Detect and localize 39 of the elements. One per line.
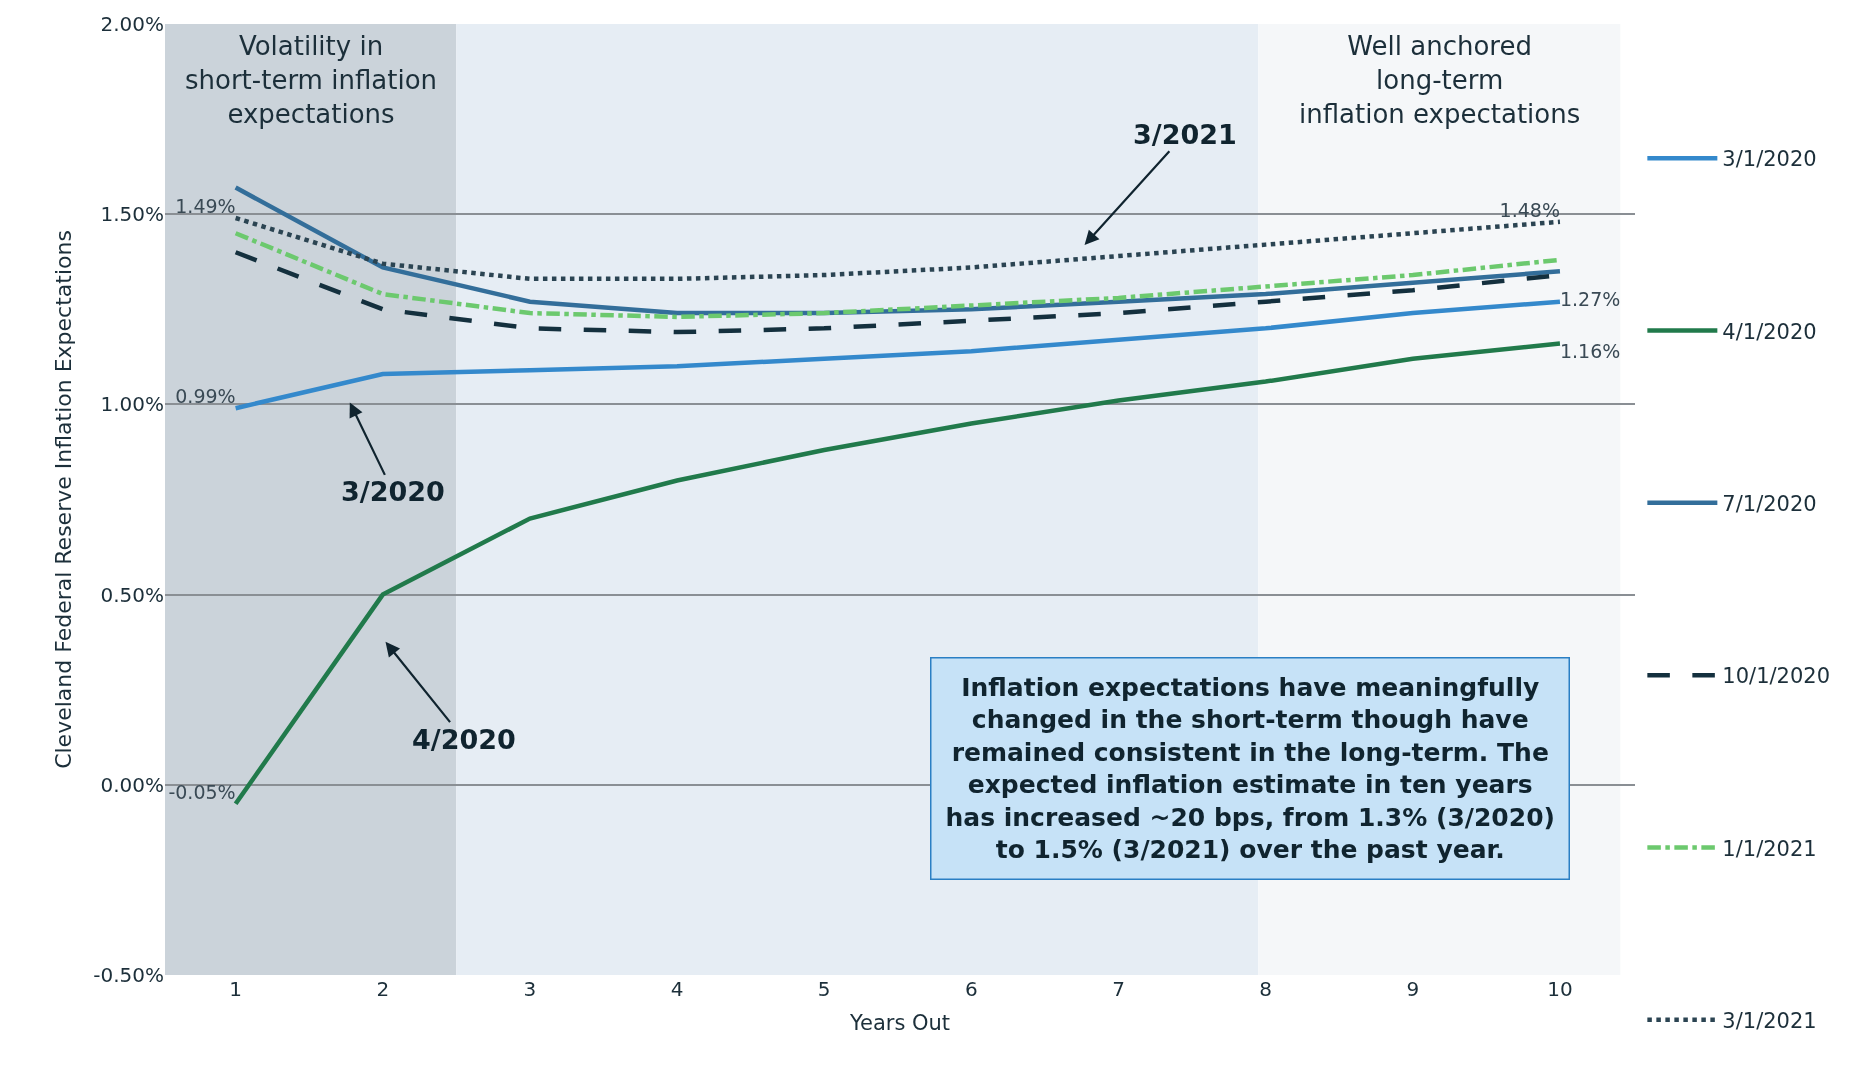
legend-label: 1/1/2021 — [1722, 836, 1817, 861]
x-axis-title: Years Out — [848, 1011, 951, 1036]
legend-label: 7/1/2020 — [1722, 492, 1817, 517]
y-tick-label: 2.00% — [100, 12, 164, 36]
annotation: 4/2020 — [412, 724, 516, 755]
data-label: -0.05% — [168, 781, 236, 804]
x-tick-label: 1 — [229, 977, 242, 1001]
data-label: 0.99% — [175, 385, 236, 408]
y-tick-label: -0.50% — [93, 963, 164, 987]
annotation: Inflation expectations have meaningfully changed in the short-term though have remained consistent in the long-term. The expected inflation estimate in ten years has increased ~20 bps, from 1.3% (3/2020) to 1.5% (3/2021) over the past year. — [945, 672, 1555, 864]
line-series — [233, 215, 1563, 282]
data-label: 1.49% — [175, 195, 236, 218]
x-tick-label: 6 — [965, 977, 978, 1001]
x-tick-label: 2 — [376, 977, 390, 1001]
x-tick-label: 8 — [1259, 977, 1273, 1001]
annotation: 3/2021 — [1133, 119, 1237, 150]
line-series — [233, 185, 1563, 316]
x-tick-label: 4 — [670, 977, 684, 1001]
band-label: Well anchored long-term inflation expectations — [1299, 31, 1581, 129]
y-tick-label: 0.00% — [100, 772, 164, 797]
band-label: Volatility in short-term inflation expectations — [185, 31, 438, 129]
x-tick-label: 7 — [1112, 977, 1125, 1001]
data-label: 1.27% — [1559, 288, 1621, 311]
legend-label: 10/1/2020 — [1722, 664, 1831, 689]
y-tick-label: 1.50% — [100, 202, 164, 227]
x-tick-label: 3 — [523, 977, 537, 1001]
line-series — [233, 341, 1563, 807]
y-tick-label: 0.50% — [100, 582, 164, 607]
legend-label: 3/1/2021 — [1722, 1008, 1817, 1033]
y-axis-title: Cleveland Federal Reserve Inflation Expectations — [51, 230, 77, 769]
legend-label: 4/1/2020 — [1722, 319, 1817, 344]
annotation: 3/2020 — [341, 476, 445, 507]
x-tick-label: 10 — [1547, 977, 1573, 1001]
x-tick-label: 5 — [817, 977, 831, 1001]
data-label: 1.16% — [1559, 339, 1621, 362]
legend-label: 3/1/2020 — [1722, 147, 1817, 172]
line-series — [233, 299, 1563, 411]
x-tick-label: 9 — [1406, 977, 1420, 1001]
y-tick-label: 1.00% — [100, 392, 164, 417]
